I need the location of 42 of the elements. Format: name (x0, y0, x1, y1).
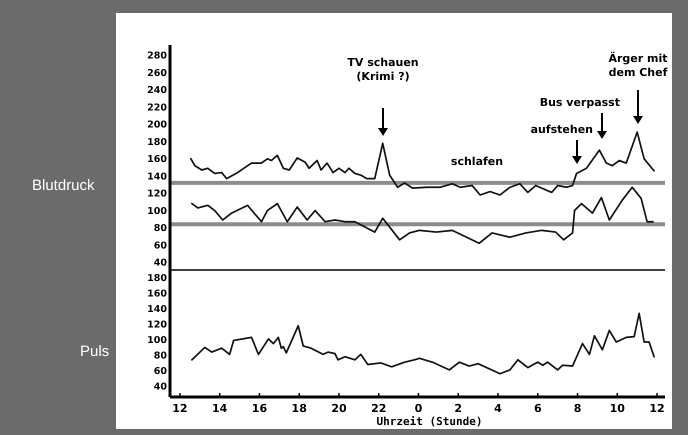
y-tick-label: 100 (147, 206, 168, 217)
annotation: Ärger mit dem Chef (608, 51, 668, 79)
y-tick-label: 280 (147, 50, 168, 62)
x-tick-label: 2 (454, 402, 462, 415)
y-tick-label: 120 (147, 320, 168, 331)
y-tick-label: 220 (147, 102, 168, 114)
y-tick-label: 140 (147, 304, 168, 316)
annotation: TV schauen (Krimi ?) (347, 56, 419, 83)
y-tick-label: 180 (147, 273, 168, 284)
x-tick-label: 16 (252, 402, 268, 415)
y-tick-label: 100 (147, 335, 168, 346)
y-tick-label: 160 (147, 288, 168, 300)
x-tick-label: 12 (172, 402, 188, 415)
y-tick-label: 40 (154, 258, 168, 269)
x-tick-label: 12 (649, 402, 665, 415)
y-tick-label: 180 (147, 136, 168, 148)
y-tick-label: 60 (154, 240, 168, 252)
x-tick-label: 0 (414, 402, 423, 415)
y-tick-label: 80 (154, 350, 168, 362)
x-tick-label: 14 (212, 402, 228, 415)
x-tick-label: 20 (331, 402, 347, 415)
x-tick-label: 4 (494, 402, 502, 415)
x-axis-title: Uhrzeit (Stunde) (376, 415, 482, 428)
y-axis-title: Puls (80, 343, 110, 360)
x-tick-label: 8 (574, 402, 582, 415)
x-tick-label: 10 (610, 402, 626, 415)
y-tick-label: 200 (147, 120, 168, 131)
annotation: aufstehen (530, 123, 593, 136)
y-tick-label: 140 (147, 171, 168, 182)
y-axis-title: Blutdruck (32, 177, 96, 194)
x-tick-label: 6 (534, 402, 542, 415)
y-tick-label: 80 (154, 223, 168, 234)
y-tick-label: 260 (147, 68, 168, 79)
y-tick-label: 120 (147, 188, 168, 200)
x-tick-label: 22 (371, 402, 386, 415)
y-tick-label: 60 (154, 366, 168, 377)
y-tick-label: 40 (154, 381, 168, 392)
x-tick-label: 18 (292, 402, 307, 415)
annotation: schlafen (450, 155, 504, 168)
annotation: Bus verpasst (540, 96, 620, 109)
y-tick-label: 240 (147, 85, 168, 96)
y-tick-label: 160 (147, 154, 168, 166)
